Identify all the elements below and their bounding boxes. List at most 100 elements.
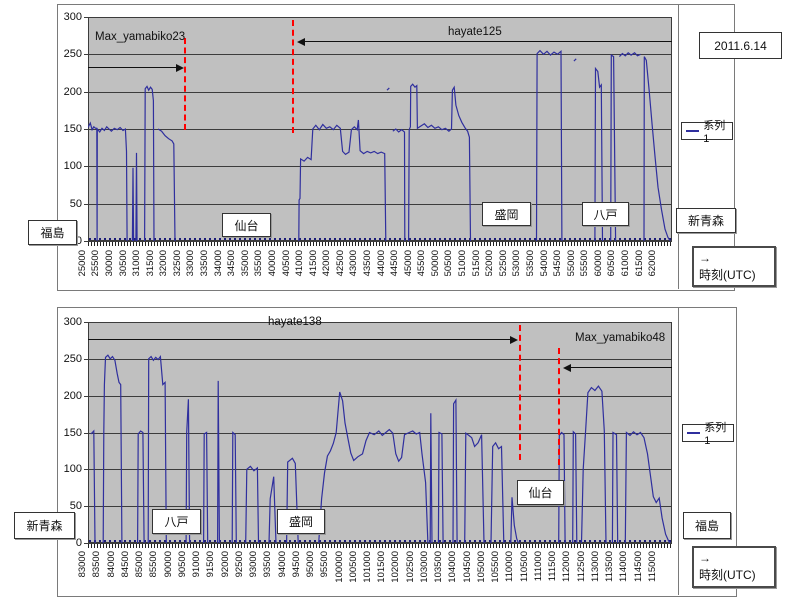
x-axis-label: 43500 — [362, 250, 373, 277]
annotation-arrow-hayate138 — [88, 339, 512, 340]
x-axis-label: 114500 — [632, 551, 644, 582]
y-axis-tick — [84, 432, 88, 434]
series-trace — [88, 49, 671, 241]
axis-direction-arrow: → — [699, 551, 711, 565]
x-axis-label: 41000 — [294, 250, 306, 277]
annotation-label-hayate138: hayate138 — [268, 316, 322, 328]
x-axis-label: 105500 — [490, 551, 502, 583]
annotation-label-yamabiko48: Max_yamabiko48 — [575, 332, 666, 344]
y-axis-label: 200 — [63, 85, 82, 98]
arrow-head-right-icon — [176, 64, 184, 72]
y-axis-label: 250 — [63, 48, 82, 61]
x-axis-label: 113500 — [604, 551, 616, 582]
legend-top: 系列1 — [681, 120, 733, 145]
arrow-head-right-icon — [510, 336, 518, 344]
x-axis-label: 45500 — [416, 250, 428, 277]
annotation-arrow-yamabiko48 — [566, 367, 672, 368]
x-axis-label: 42000 — [321, 250, 333, 277]
event-marker-yamabiko48 — [558, 348, 560, 465]
series-polyline — [286, 457, 299, 543]
x-axis-label: 112000 — [561, 551, 573, 582]
legend-series-label: 系列1 — [704, 422, 727, 447]
station-box-shinaomori: 新青森 — [14, 512, 75, 539]
x-axis-label: 91000 — [191, 551, 203, 578]
x-axis-label: 61500 — [633, 250, 645, 277]
series-polyline — [147, 355, 167, 543]
gridline — [88, 506, 672, 508]
station-label: 仙台 — [234, 218, 259, 233]
x-axis-label: 52000 — [484, 250, 496, 277]
x-axis-label: 100500 — [347, 551, 359, 583]
x-axis-label: 110500 — [518, 551, 530, 582]
station-box-hachinohe: 八戸 — [152, 509, 201, 534]
x-axis-label: 42500 — [334, 250, 346, 277]
gridline — [88, 322, 672, 323]
gridline — [88, 203, 672, 205]
x-axis-label: 51000 — [457, 250, 469, 277]
station-label: 福島 — [694, 519, 719, 533]
x-axis-label: 90500 — [176, 551, 188, 578]
x-axis-title-box-top: → 時刻(UTC) — [692, 246, 776, 287]
x-axis-title-box-bottom: → 時刻(UTC) — [692, 546, 776, 588]
x-axis-label: 34500 — [226, 250, 238, 277]
event-marker-yamabiko23 — [184, 38, 186, 130]
x-axis-label: 112500 — [575, 551, 587, 582]
station-label: 仙台 — [528, 486, 553, 500]
x-axis-label: 103500 — [433, 551, 445, 583]
series-polyline — [535, 49, 563, 241]
event-marker-hayate125 — [292, 20, 294, 133]
x-axis-label: 90000 — [162, 551, 174, 578]
arrow-head-left-icon — [563, 364, 571, 372]
y-axis-tick — [84, 358, 88, 360]
date-box: 2011.6.14 — [699, 32, 782, 59]
station-box-sendai: 仙台 — [222, 213, 271, 237]
series-polyline — [624, 430, 671, 543]
x-axis-label: 104500 — [461, 551, 473, 583]
series-polyline — [318, 391, 429, 543]
x-axis-label: 51500 — [470, 250, 482, 277]
station-label: 盛岡 — [288, 515, 313, 529]
series-polyline — [437, 431, 444, 543]
x-axis-label: 114000 — [618, 551, 630, 582]
series-polyline — [88, 121, 128, 241]
y-axis-label: 150 — [63, 123, 82, 135]
annotation-arrow-hayate125 — [300, 41, 672, 42]
station-label: 八戸 — [593, 207, 618, 222]
x-axis-label: 53000 — [511, 250, 523, 277]
x-axis-label: 83500 — [91, 551, 103, 578]
y-axis-label: 150 — [63, 426, 82, 439]
series-polyline — [245, 465, 260, 543]
y-axis-tick — [84, 166, 88, 168]
legend-line-sample-icon — [687, 432, 701, 434]
series-polyline — [618, 51, 641, 58]
station-label: 八戸 — [164, 515, 189, 529]
arrow-head-left-icon — [297, 38, 305, 46]
x-axis-label: 30500 — [117, 250, 129, 277]
series-polyline — [580, 385, 607, 543]
x-axis-label: 55000 — [565, 250, 577, 277]
series-polyline — [217, 380, 220, 543]
series-trace — [90, 354, 671, 543]
gridline — [88, 358, 672, 360]
x-axis-label: 105000 — [475, 551, 487, 583]
gridline — [88, 54, 672, 56]
x-axis-label: 25000 — [76, 250, 88, 277]
x-axis-label: 100000 — [333, 551, 345, 583]
x-axis-label: 91500 — [205, 551, 217, 578]
station-label: 新青森 — [687, 214, 724, 228]
x-axis-label: 31500 — [144, 250, 156, 277]
gridline — [88, 543, 672, 544]
x-axis-label: 62000 — [647, 250, 659, 277]
x-axis-label: 35500 — [253, 250, 265, 277]
x-axis-label: 54500 — [552, 250, 564, 277]
x-axis-label: 40000 — [266, 250, 278, 277]
series-polyline — [203, 431, 209, 543]
y-axis-label: 100 — [63, 463, 82, 476]
y-axis-tick — [84, 322, 88, 323]
x-axis-label: 25500 — [90, 250, 102, 277]
series-polyline — [137, 430, 145, 543]
y-axis-tick — [84, 506, 88, 508]
y-axis-tick — [84, 543, 88, 544]
x-axis-label: 104000 — [447, 551, 459, 583]
